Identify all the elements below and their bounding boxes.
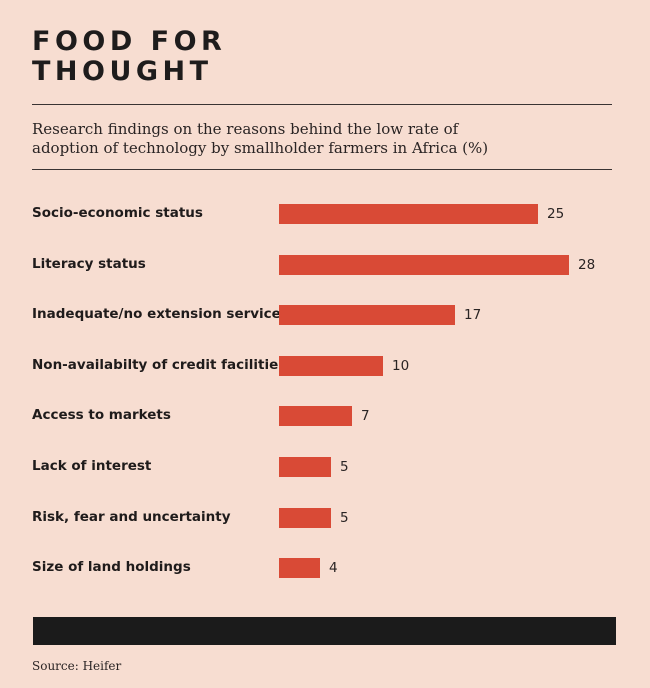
bar-row: Socio-economic status 25 bbox=[0, 203, 650, 225]
footer-band bbox=[33, 617, 616, 645]
category-label: Size of land holdings bbox=[32, 559, 191, 576]
bar bbox=[279, 305, 455, 326]
source-note: Source: Heifer bbox=[32, 659, 122, 673]
value-label: 5 bbox=[340, 509, 349, 526]
category-label: Access to markets bbox=[32, 407, 171, 424]
value-label: 28 bbox=[578, 256, 596, 273]
bar-row: Size of land holdings 4 bbox=[0, 557, 650, 579]
chart-title: FOOD FOR THOUGHT bbox=[32, 27, 226, 87]
bar bbox=[279, 507, 331, 528]
subtitle-divider bbox=[32, 169, 612, 170]
bar bbox=[279, 558, 320, 579]
category-label: Literacy status bbox=[32, 255, 146, 272]
bar-row: Inadequate/no extension services 17 bbox=[0, 304, 650, 326]
bar bbox=[279, 204, 538, 224]
category-label: Non-availabilty of credit facilities bbox=[32, 356, 287, 373]
bar-row: Lack of interest 5 bbox=[0, 456, 650, 478]
bar-row: Access to markets 7 bbox=[0, 405, 650, 427]
top-divider bbox=[32, 104, 612, 105]
bar bbox=[279, 355, 383, 376]
subtitle-line-1: Research findings on the reasons behind … bbox=[32, 120, 459, 138]
bar bbox=[279, 457, 331, 477]
value-label: 7 bbox=[361, 408, 370, 425]
category-label: Socio-economic status bbox=[32, 205, 203, 221]
bar-chart: Socio-economic status 25 Literacy status 28… bbox=[0, 190, 650, 590]
value-label: 17 bbox=[464, 307, 482, 324]
chart-subtitle: Research findings on the reasons behind … bbox=[32, 120, 592, 158]
bar-row: Non-availabilty of credit facilities 10 bbox=[0, 355, 650, 377]
subtitle-line-2: adoption of technology by smallholder fa… bbox=[32, 139, 489, 157]
value-label: 4 bbox=[329, 560, 338, 577]
category-label: Risk, fear and uncertainty bbox=[32, 508, 231, 525]
category-label: Inadequate/no extension services bbox=[32, 306, 289, 323]
value-label: 5 bbox=[340, 459, 349, 475]
bar-row: Literacy status 28 bbox=[0, 254, 650, 276]
title-line-1: FOOD FOR bbox=[32, 26, 227, 57]
bar bbox=[279, 406, 352, 427]
value-label: 10 bbox=[392, 357, 410, 374]
bar-row: Risk, fear and uncertainty 5 bbox=[0, 507, 650, 529]
category-label: Lack of interest bbox=[32, 458, 152, 474]
title-line-2: THOUGHT bbox=[32, 56, 213, 87]
value-label: 25 bbox=[547, 206, 565, 222]
bar bbox=[279, 254, 569, 275]
